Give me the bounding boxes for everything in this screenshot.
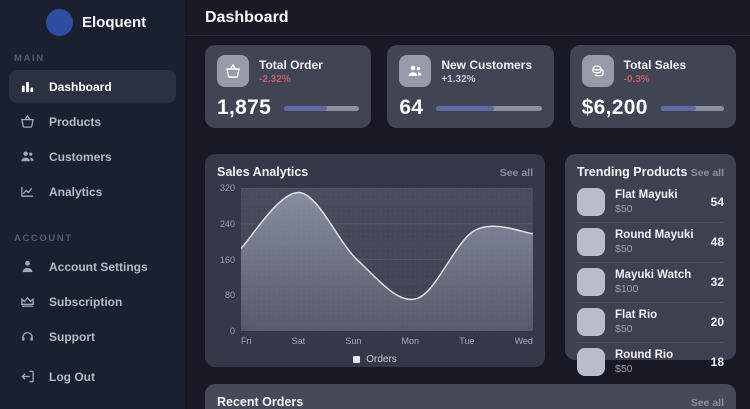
legend-label-orders: Orders — [366, 354, 397, 365]
brand-name: Eloquent — [82, 14, 147, 31]
sidebar-item-customers[interactable]: Customers — [9, 140, 176, 173]
legend-swatch-orders — [353, 356, 361, 363]
user-icon — [19, 258, 36, 275]
stat-card-new-customers: New Customers +1.32% 64 — [387, 45, 554, 128]
stat-value: $6,200 — [581, 96, 648, 119]
product-count: 48 — [710, 235, 724, 249]
sidebar-item-label: Support — [49, 329, 95, 344]
product-count: 32 — [710, 275, 724, 289]
chart-x-axis: Fri Sat Sun Mon Tue Wed — [241, 336, 533, 346]
stat-progress-fill — [284, 105, 327, 111]
product-name: Round Mayuki — [615, 229, 694, 241]
users-icon — [19, 148, 36, 165]
chart-plot — [241, 188, 533, 331]
sidebar-item-subscription[interactable]: Subscription — [9, 285, 176, 318]
bar-chart-icon — [19, 78, 36, 95]
chart-y-axis: 320 240 160 80 0 — [219, 183, 235, 336]
sidebar: Eloquent MAIN Dashboard Products Custome… — [0, 0, 185, 409]
sidebar-item-account-settings[interactable]: Account Settings — [9, 250, 176, 283]
list-item[interactable]: Flat Rio $50 20 — [577, 303, 724, 343]
trending-list: Flat Mayuki $50 54 Round Mayuki $50 48 May… — [577, 183, 724, 382]
sidebar-item-label: Log Out — [49, 369, 95, 384]
sidebar-item-dashboard[interactable]: Dashboard — [9, 70, 176, 103]
product-name: Round Rio — [615, 349, 674, 361]
sidebar-item-label: Subscription — [49, 294, 123, 309]
stat-value: 1,875 — [217, 96, 272, 119]
sidebar-section-account: ACCOUNT — [14, 233, 73, 244]
list-item[interactable]: Mayuki Watch $100 32 — [577, 263, 724, 303]
users-icon — [399, 55, 432, 87]
product-thumbnail — [577, 268, 605, 296]
stat-progress-fill — [660, 105, 696, 111]
stat-delta: -2.32% — [259, 73, 291, 85]
recent-orders-title: Recent Orders — [217, 395, 304, 409]
sidebar-item-analytics[interactable]: Analytics — [9, 175, 176, 208]
product-thumbnail — [577, 308, 605, 336]
chart-legend: Orders — [217, 354, 533, 365]
product-price: $100 — [615, 283, 639, 295]
brand-logo — [46, 9, 73, 36]
main-area: Dashboard Total Order -2.32% 1,875 — [185, 0, 750, 409]
stat-progress-bar — [284, 105, 360, 111]
list-item[interactable]: Flat Mayuki $50 54 — [577, 183, 724, 223]
sidebar-item-products[interactable]: Products — [9, 105, 176, 138]
product-count: 18 — [710, 355, 724, 369]
sidebar-item-support[interactable]: Support — [9, 320, 176, 353]
product-count: 20 — [710, 315, 724, 329]
product-price: $50 — [615, 203, 633, 215]
headset-icon — [19, 328, 36, 345]
list-item[interactable]: Round Rio $50 18 — [577, 343, 724, 382]
sales-analytics-card: Sales Analytics See all 320 240 160 80 0 — [205, 154, 545, 367]
stat-progress-bar — [660, 105, 724, 111]
crown-icon — [19, 293, 36, 310]
stat-card-total-sales: Total Sales -0.3% $6,200 — [569, 45, 736, 128]
stat-progress-bar — [436, 105, 542, 111]
product-count: 54 — [710, 195, 724, 209]
sidebar-section-main: MAIN — [14, 53, 45, 64]
sidebar-item-label: Customers — [49, 149, 112, 164]
stat-progress-fill — [436, 105, 495, 111]
stat-title: Total Sales — [623, 57, 687, 72]
stat-card-total-order: Total Order -2.32% 1,875 — [205, 45, 372, 128]
product-thumbnail — [577, 348, 605, 376]
stats-row: Total Order -2.32% 1,875 New Customers — [205, 45, 736, 128]
topbar: Dashboard — [185, 0, 750, 36]
stat-value: 64 — [399, 96, 424, 119]
content: Total Order -2.32% 1,875 New Customers — [185, 36, 750, 409]
basket-icon — [217, 55, 249, 87]
line-chart-icon — [19, 183, 36, 200]
brand: Eloquent — [0, 0, 185, 36]
stat-title: New Customers — [441, 57, 533, 72]
sidebar-item-label: Products — [49, 114, 102, 129]
stat-delta: -0.3% — [623, 73, 650, 85]
sidebar-item-label: Analytics — [49, 184, 103, 199]
recent-orders-card: Recent Orders See all — [205, 384, 736, 409]
sidebar-item-label: Dashboard — [49, 79, 112, 94]
product-price: $50 — [615, 323, 633, 335]
product-thumbnail — [577, 228, 605, 256]
sales-analytics-see-all[interactable]: See all — [499, 167, 533, 179]
basket-icon — [19, 113, 36, 130]
product-price: $50 — [615, 363, 633, 375]
recent-orders-see-all[interactable]: See all — [690, 397, 724, 409]
sidebar-item-logout[interactable]: Log Out — [9, 360, 176, 393]
trending-see-all[interactable]: See all — [690, 167, 724, 179]
stat-title: Total Order — [259, 57, 323, 72]
trending-products-card: Trending Products See all Flat Mayuki $50… — [565, 154, 736, 376]
list-item[interactable]: Round Mayuki $50 48 — [577, 223, 724, 263]
trending-title: Trending Products — [577, 165, 688, 179]
product-name: Flat Mayuki — [615, 189, 678, 201]
stat-delta: +1.32% — [441, 73, 476, 85]
product-thumbnail — [577, 188, 605, 216]
page-title: Dashboard — [205, 8, 289, 26]
sales-analytics-title: Sales Analytics — [217, 165, 309, 179]
sales-area-chart — [241, 188, 533, 331]
product-name: Mayuki Watch — [615, 269, 692, 281]
sidebar-item-label: Account Settings — [49, 259, 148, 274]
product-price: $50 — [615, 243, 633, 255]
coins-icon — [581, 55, 614, 87]
logout-icon — [19, 368, 36, 385]
product-name: Flat Rio — [615, 309, 658, 321]
